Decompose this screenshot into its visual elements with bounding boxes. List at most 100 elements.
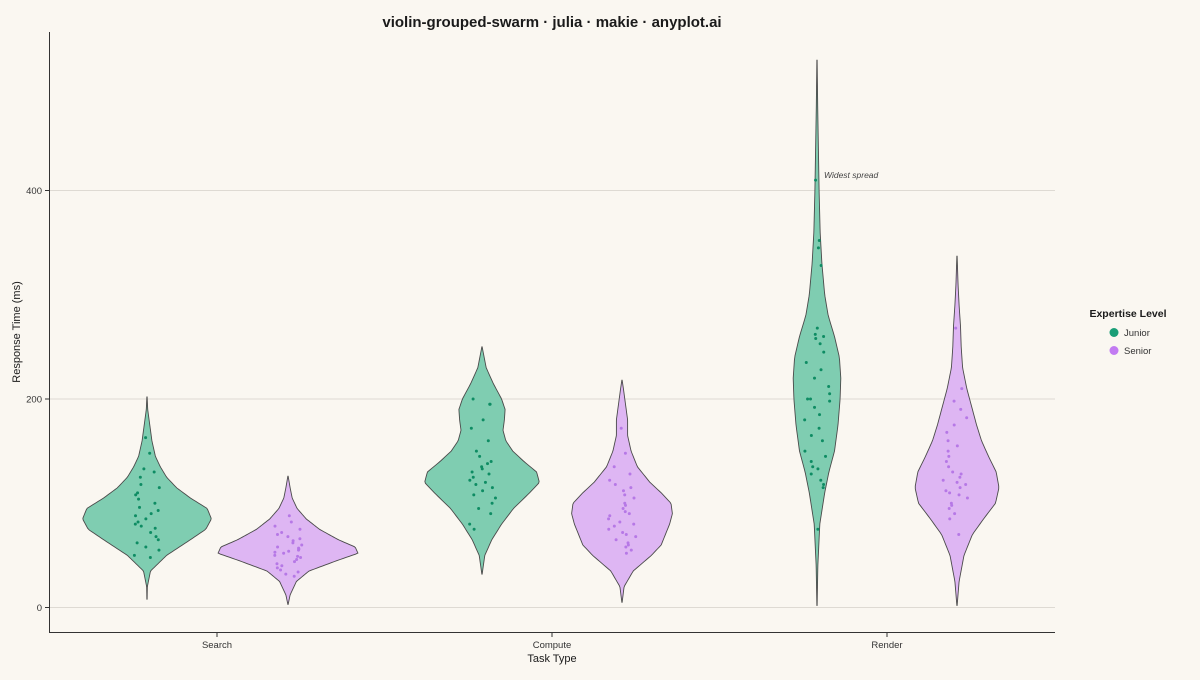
point-render-junior-14 [828, 392, 832, 396]
point-compute-senior-24 [614, 538, 618, 542]
point-compute-senior-22 [624, 533, 628, 537]
legend-marker-senior [1109, 346, 1119, 355]
point-compute-senior-26 [626, 543, 630, 547]
chart-title: violin-grouped-swarm · julia · makie · a… [382, 14, 721, 31]
point-render-senior-11 [944, 460, 948, 464]
point-search-senior-25 [275, 566, 279, 570]
point-search-junior-22 [144, 545, 148, 549]
point-render-junior-9 [822, 350, 826, 354]
point-render-senior-20 [944, 489, 948, 493]
point-render-senior-2 [952, 399, 956, 403]
point-search-senior-1 [289, 520, 293, 524]
y-axis-label: Response Time (ms) [11, 281, 23, 382]
point-compute-senior-20 [607, 527, 611, 531]
x-axis-label: Task Type [527, 653, 576, 665]
point-render-junior-7 [814, 337, 818, 341]
point-render-senior-14 [959, 472, 963, 476]
point-render-junior-15 [806, 397, 810, 401]
point-render-junior-0 [814, 178, 818, 182]
x-tick-label-search: Search [202, 640, 232, 651]
point-render-senior-1 [960, 387, 964, 391]
legend-marker-junior [1109, 328, 1119, 337]
y-tick-label-0: 0 [37, 603, 42, 614]
point-search-senior-16 [273, 550, 277, 554]
point-render-junior-6 [822, 334, 826, 338]
point-search-junior-4 [157, 486, 161, 490]
point-search-junior-6 [134, 493, 138, 497]
violin-search-junior [82, 396, 212, 600]
point-render-senior-4 [965, 416, 969, 420]
point-compute-junior-16 [474, 482, 478, 486]
point-render-junior-27 [811, 465, 815, 469]
point-compute-senior-17 [618, 520, 622, 524]
point-compute-junior-6 [478, 454, 482, 458]
point-render-senior-6 [945, 430, 949, 434]
point-compute-senior-8 [623, 493, 627, 497]
point-search-junior-20 [156, 538, 160, 542]
point-render-junior-23 [820, 439, 824, 443]
point-render-senior-21 [948, 491, 952, 495]
point-render-senior-16 [941, 478, 945, 482]
point-search-junior-10 [156, 509, 160, 513]
point-search-junior-17 [153, 526, 157, 530]
point-render-senior-0 [954, 326, 958, 330]
point-render-junior-22 [809, 433, 813, 437]
point-search-junior-7 [137, 497, 141, 501]
point-render-junior-21 [817, 426, 821, 430]
point-render-senior-23 [965, 496, 969, 500]
point-compute-senior-6 [629, 486, 633, 490]
point-render-junior-26 [809, 460, 813, 464]
point-compute-junior-8 [486, 462, 490, 466]
point-render-junior-24 [803, 449, 807, 453]
point-render-senior-13 [951, 470, 955, 474]
point-search-senior-29 [292, 574, 296, 578]
point-search-junior-8 [153, 501, 157, 505]
violin-render-senior [914, 255, 1000, 606]
point-search-senior-19 [296, 554, 300, 558]
point-render-junior-32 [821, 486, 825, 490]
point-compute-junior-11 [470, 470, 474, 474]
point-search-junior-21 [135, 541, 139, 545]
point-search-junior-0 [144, 436, 148, 440]
point-search-senior-11 [276, 545, 280, 549]
point-render-junior-25 [824, 454, 828, 458]
point-search-senior-10 [300, 543, 304, 547]
violin-render-junior [792, 59, 842, 606]
point-search-senior-21 [295, 558, 299, 562]
point-search-senior-5 [275, 533, 279, 537]
point-search-junior-9 [138, 505, 142, 509]
point-compute-senior-2 [612, 465, 616, 469]
point-render-senior-10 [947, 454, 951, 458]
point-search-junior-11 [149, 512, 153, 516]
point-render-senior-9 [946, 449, 950, 453]
point-render-junior-31 [822, 482, 826, 486]
y-tick-label-400: 400 [26, 186, 42, 197]
point-search-junior-3 [138, 475, 142, 479]
point-compute-senior-29 [624, 551, 628, 555]
point-compute-junior-24 [468, 522, 472, 526]
point-compute-senior-15 [608, 514, 612, 518]
point-search-junior-15 [133, 522, 137, 526]
point-search-senior-24 [280, 564, 284, 568]
point-compute-junior-5 [474, 449, 478, 453]
x-tick-label-compute: Compute [533, 640, 572, 651]
violin-search-senior [217, 475, 359, 605]
point-render-junior-3 [819, 264, 823, 268]
point-compute-senior-12 [621, 506, 625, 510]
point-search-senior-28 [284, 572, 288, 576]
point-search-junior-1 [148, 451, 152, 455]
point-compute-junior-2 [481, 418, 485, 422]
grid-lines [50, 190, 1055, 608]
point-render-junior-8 [818, 342, 822, 346]
point-compute-senior-19 [612, 524, 616, 528]
axes [49, 32, 1055, 633]
point-render-senior-27 [953, 512, 957, 516]
point-render-senior-12 [947, 465, 951, 469]
point-search-senior-14 [297, 548, 301, 552]
point-search-senior-2 [273, 524, 277, 528]
point-render-senior-7 [946, 439, 950, 443]
point-compute-junior-10 [480, 467, 484, 471]
point-compute-senior-1 [623, 451, 627, 455]
point-compute-junior-15 [483, 480, 487, 484]
